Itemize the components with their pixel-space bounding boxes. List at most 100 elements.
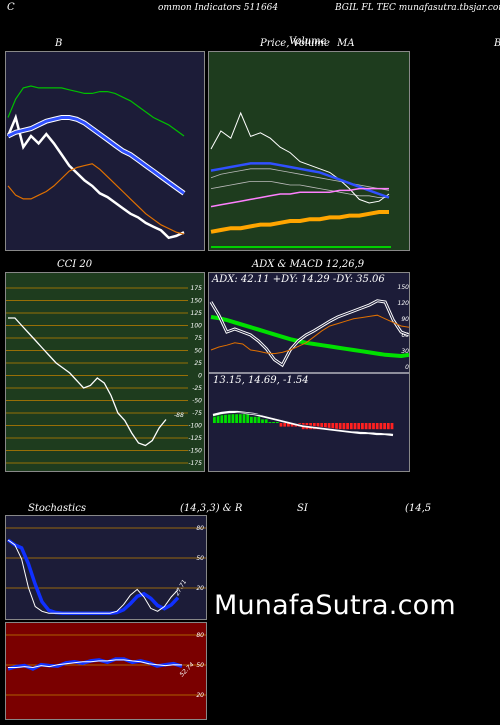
macd-bar (386, 423, 390, 430)
macd-bar (316, 423, 320, 430)
stoch-title-b: (14,3,3) & R (180, 503, 243, 514)
pm-series-0 (210, 111, 390, 204)
rsi-tick-label: 20 (196, 692, 204, 699)
macd-bar (224, 414, 227, 423)
price-title: Price, Volume Volume MA (260, 36, 355, 49)
cci-last-label: -88 (174, 412, 184, 419)
rsi-title-b: (14,5 (405, 503, 432, 514)
macd-bar (264, 419, 268, 423)
macd-bar (346, 423, 349, 430)
macd-bar (331, 423, 335, 430)
macd-signal (212, 412, 393, 434)
adx-panel: 150 120 90 60 30 0 ADX: 42.11 +DY: 14.29 -DY:… (208, 272, 410, 472)
stoch-k-line (7, 539, 179, 614)
stoch-panel: 80 50 20 27.71 (5, 515, 207, 620)
cci-tick-label: 100 (191, 323, 203, 330)
macd-bar (242, 414, 246, 423)
macd-bar (342, 423, 346, 430)
macd-bar (290, 423, 294, 427)
rsi-tick-label: 80 (196, 632, 204, 639)
bollinger-panel (5, 51, 205, 251)
macd-bar (250, 416, 253, 423)
adx-tick-label: 60 (401, 332, 409, 339)
macd-bar (275, 422, 279, 423)
macd-bar (375, 423, 379, 430)
watermark: MunafaSutra.com (214, 590, 456, 621)
header-center: ommon Indicators 511664 (158, 3, 279, 13)
pm-series-1 (210, 162, 390, 199)
macd-bar (349, 423, 353, 430)
macd-bar (324, 423, 327, 430)
price-panel (208, 51, 410, 251)
rsi-chart: 80 50 20 52.74 (6, 632, 206, 699)
cci-tick-label: -175 (188, 460, 202, 467)
macd-bar (372, 423, 375, 430)
macd-bar (390, 423, 394, 430)
stoch-tick-label: 20 (196, 585, 204, 592)
macd-bar (279, 423, 283, 427)
bb-series-3 (7, 163, 185, 235)
adx-tick-label: 0 (405, 364, 409, 371)
price-chart (210, 111, 391, 248)
stoch-tick-label: 50 (196, 555, 204, 562)
stoch-tick-label: 80 (196, 525, 204, 532)
stoch-title-a: Stochastics (28, 503, 86, 514)
cci-tick-label: 25 (194, 360, 202, 367)
macd-bar (272, 422, 275, 423)
cci-tick-label: 0 (198, 373, 202, 380)
macd-bar (283, 423, 287, 427)
adx-series-2 (210, 314, 409, 355)
macd-bar (216, 414, 220, 423)
macd-bar (287, 423, 290, 427)
macd-bar (335, 423, 338, 430)
cci-title: CCI 20 (57, 259, 93, 270)
bollinger-title: B (55, 38, 63, 49)
macd-bar (364, 423, 368, 430)
macd-bar (235, 414, 238, 423)
cci-panel: 175 150 125 100 75 50 25 0 -25 -50 -75 -100 -125 -150… (5, 272, 205, 472)
bb-band-outline (6, 115, 186, 196)
adx-tick-label: 120 (398, 300, 410, 307)
cci-tick-label: -75 (192, 410, 202, 417)
macd-bar (238, 414, 242, 423)
bollinger-chart (6, 85, 186, 240)
bb-series-2 (7, 116, 185, 195)
adx-tick-label: 30 (401, 348, 409, 355)
adx-title: ADX & MACD 12,26,9 (252, 259, 365, 270)
header-left: C (7, 2, 15, 13)
adx-dy-inner (210, 300, 409, 366)
rsi-line (8, 659, 183, 669)
adx-series-0 (210, 315, 409, 359)
cci-tick-label: 125 (191, 310, 203, 317)
macd-bar (213, 414, 216, 423)
cci-tick-label: 75 (194, 335, 202, 342)
macd-bar (220, 414, 224, 423)
bb-series-1 (7, 85, 185, 137)
right-edge-title: B (494, 38, 500, 49)
pm-series-2 (210, 187, 389, 208)
cci-tick-label: 50 (194, 348, 202, 355)
cci-tick-label: 175 (191, 285, 203, 292)
macd-readout: 13.15, 14.69, -1.54 (213, 375, 309, 386)
rsi-title-a: SI (297, 503, 308, 514)
pm-extra-1 (210, 181, 389, 198)
macd-bar (361, 423, 364, 430)
rsi-last-label: 52.74 (178, 661, 195, 678)
macd-bar (368, 423, 372, 430)
bb-series-0 (6, 113, 185, 240)
pm-series-3 (210, 210, 389, 234)
cci-tick-label: 150 (191, 298, 203, 305)
macd-bar (320, 423, 324, 430)
macd-bar (261, 419, 264, 423)
macd-bar (353, 423, 357, 430)
cci-tick-label: -125 (188, 435, 202, 442)
macd-bar (227, 414, 231, 423)
rsi-panel: 80 50 20 52.74 (5, 622, 207, 720)
macd-bar (327, 423, 331, 430)
cci-tick-label: -100 (188, 423, 202, 430)
rsi-tick-label: 50 (196, 662, 204, 669)
adx-tick-label: 90 (401, 316, 409, 323)
macd-bar (268, 422, 272, 423)
adx-chart: 150 120 90 60 30 0 (209, 284, 410, 437)
